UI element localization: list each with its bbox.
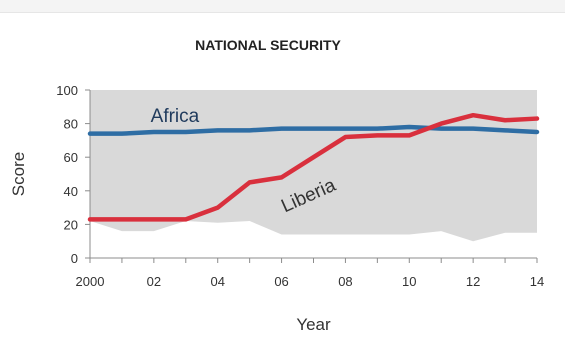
x-tick-label: 04 — [210, 274, 224, 289]
x-tick-label: 2000 — [76, 274, 105, 289]
y-tick-label: 20 — [64, 217, 78, 232]
x-tick-label: 12 — [466, 274, 480, 289]
y-tick-label: 40 — [64, 184, 78, 199]
x-tick-label: 10 — [402, 274, 416, 289]
y-tick-label: 80 — [64, 117, 78, 132]
x-tick-label: 08 — [338, 274, 352, 289]
x-tick-label: 14 — [530, 274, 544, 289]
series-label-africa: Africa — [151, 106, 200, 127]
y-tick-label: 0 — [71, 251, 78, 266]
x-tick-label: 06 — [274, 274, 288, 289]
y-tick-label: 60 — [64, 150, 78, 165]
x-tick-label: 02 — [147, 274, 161, 289]
x-axis-label: Year — [296, 315, 331, 334]
top-strip — [0, 0, 565, 13]
y-axis-label: Score — [9, 152, 28, 196]
y-tick-label: 100 — [56, 83, 78, 98]
series-line-liberia — [87, 112, 540, 222]
chart-title: NATIONAL SECURITY — [195, 37, 341, 53]
series-line-africa — [87, 124, 540, 136]
